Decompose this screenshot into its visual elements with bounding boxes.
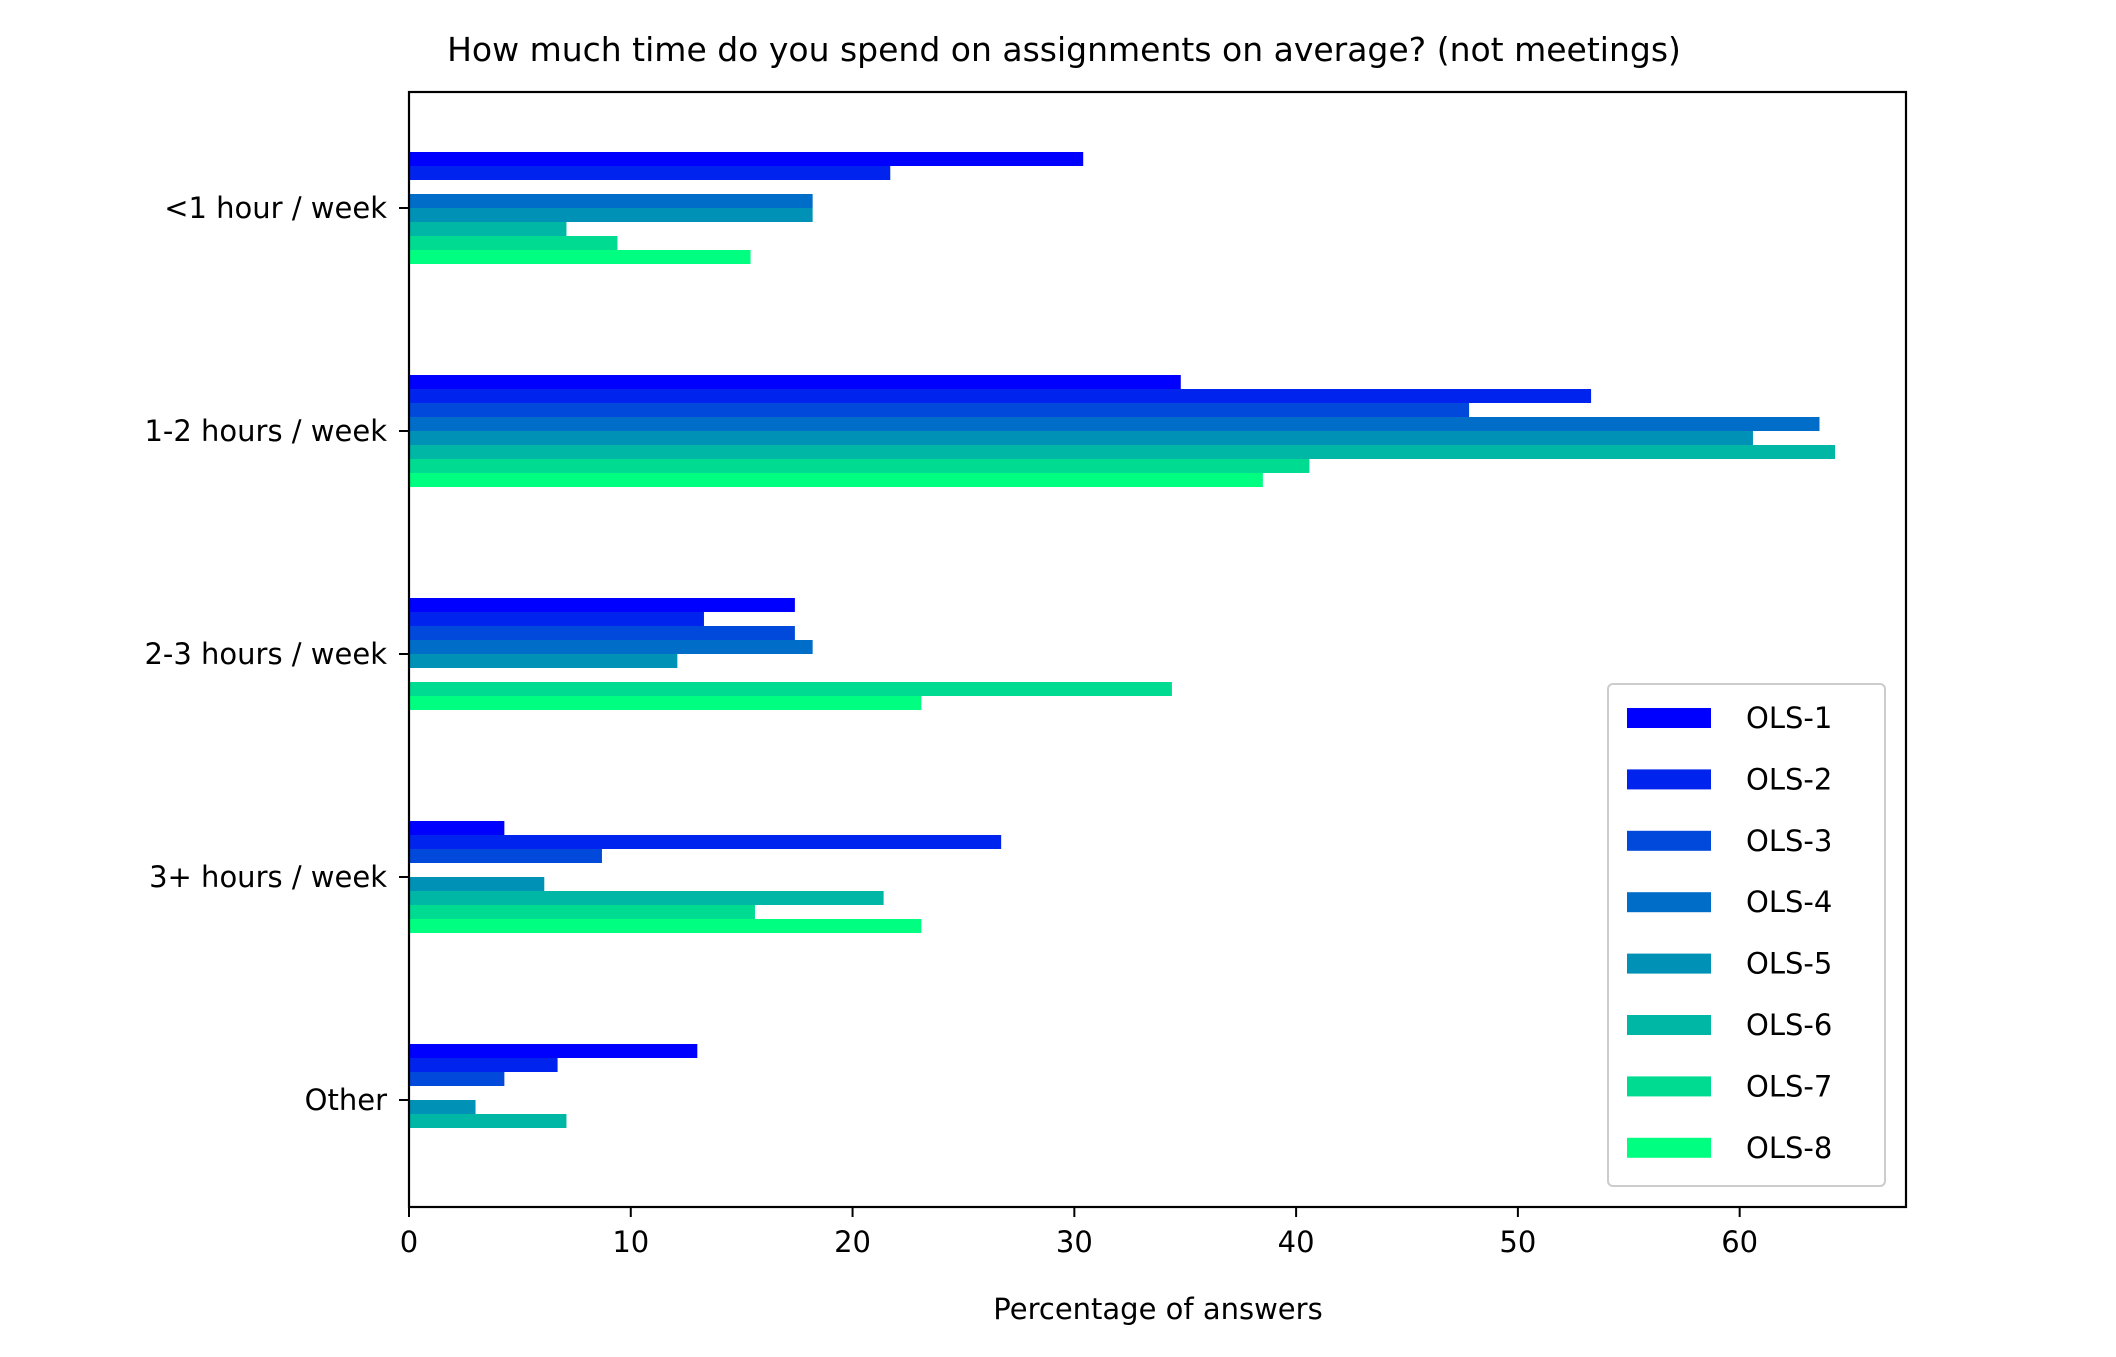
legend-swatch-ols-1 <box>1627 708 1711 728</box>
legend-label-ols-1: OLS-1 <box>1746 701 1832 735</box>
bar-ols-4-2 <box>409 640 813 654</box>
bar-ols-5-0 <box>409 208 813 222</box>
bar-ols-6-0 <box>409 222 567 236</box>
legend-swatch-ols-7 <box>1627 1076 1711 1097</box>
legend-label-ols-2: OLS-2 <box>1746 762 1832 796</box>
x-axis-label: Percentage of answers <box>993 1292 1322 1326</box>
x-tick-label: 10 <box>612 1225 649 1259</box>
x-tick-label: 40 <box>1278 1225 1315 1259</box>
bar-ols-8-0 <box>409 250 751 264</box>
legend-box <box>1607 683 1886 1187</box>
legend-label-ols-4: OLS-4 <box>1746 885 1832 919</box>
bar-ols-5-2 <box>409 654 678 668</box>
legend: OLS-1 OLS-2 OLS-3 OLS-4 OLS-5 OLS-6 OLS-7 OLS-8 <box>1607 683 1886 1187</box>
bar-ols-1-0 <box>409 152 1084 166</box>
bar-ols-7-0 <box>409 236 618 250</box>
bar-ols-3-1 <box>409 403 1470 417</box>
bar-ols-5-4 <box>409 1100 476 1114</box>
bar-ols-2-4 <box>409 1058 558 1072</box>
bar-ols-7-3 <box>409 905 755 919</box>
bar-ols-1-2 <box>409 598 795 612</box>
bar-ols-8-1 <box>409 473 1263 487</box>
bar-ols-2-2 <box>409 612 704 626</box>
legend-label-ols-8: OLS-8 <box>1746 1131 1832 1165</box>
legend-label-ols-7: OLS-7 <box>1746 1069 1832 1103</box>
legend-swatch-ols-5 <box>1627 953 1711 974</box>
plot-area-frame <box>407 90 1908 1209</box>
legend-swatch-ols-6 <box>1627 1015 1711 1035</box>
bar-ols-3-2 <box>409 626 795 640</box>
legend-label-ols-6: OLS-6 <box>1746 1008 1832 1042</box>
bars-group <box>409 152 1836 1128</box>
legend-swatch-ols-8 <box>1627 1137 1711 1158</box>
bar-ols-1-1 <box>409 375 1181 389</box>
axis-ticks: <1 hour / week 1-2 hours / week 2-3 hours … <box>144 191 1758 1259</box>
bar-ols-7-2 <box>409 682 1172 696</box>
bar-ols-4-1 <box>409 417 1820 431</box>
x-tick-label: 50 <box>1499 1225 1536 1259</box>
bar-ols-5-1 <box>409 431 1753 445</box>
bar-ols-5-3 <box>409 877 545 891</box>
y-tick-label: 3+ hours / week <box>149 860 387 894</box>
bar-ols-4-0 <box>409 194 813 208</box>
bar-ols-1-4 <box>409 1044 698 1058</box>
y-tick-label: Other <box>305 1083 387 1117</box>
bar-ols-6-1 <box>409 445 1836 459</box>
y-tick-label: 1-2 hours / week <box>144 414 387 448</box>
y-tick-label: <1 hour / week <box>164 191 387 225</box>
bar-ols-2-0 <box>409 166 891 180</box>
bar-ols-8-3 <box>409 919 922 933</box>
x-tick-label: 60 <box>1721 1225 1758 1259</box>
chart-title: How much time do you spend on assignment… <box>447 30 1681 69</box>
bar-ols-1-3 <box>409 821 505 835</box>
bar-ols-6-3 <box>409 891 884 905</box>
bar-ols-2-3 <box>409 835 1002 849</box>
legend-label-ols-3: OLS-3 <box>1746 824 1832 858</box>
bar-ols-6-4 <box>409 1114 567 1128</box>
legend-label-ols-5: OLS-5 <box>1746 947 1832 981</box>
bar-ols-3-4 <box>409 1072 505 1086</box>
legend-swatch-ols-3 <box>1627 830 1711 851</box>
y-tick-label: 2-3 hours / week <box>144 637 387 671</box>
legend-swatch-ols-2 <box>1627 769 1711 790</box>
x-tick-label: 20 <box>834 1225 871 1259</box>
bar-ols-7-1 <box>409 459 1310 473</box>
bar-ols-2-1 <box>409 389 1592 403</box>
x-tick-label: 30 <box>1056 1225 1093 1259</box>
legend-swatch-ols-4 <box>1627 892 1711 913</box>
bar-ols-3-3 <box>409 849 602 863</box>
bar-ols-8-2 <box>409 696 922 710</box>
x-tick-label: 0 <box>400 1225 418 1259</box>
